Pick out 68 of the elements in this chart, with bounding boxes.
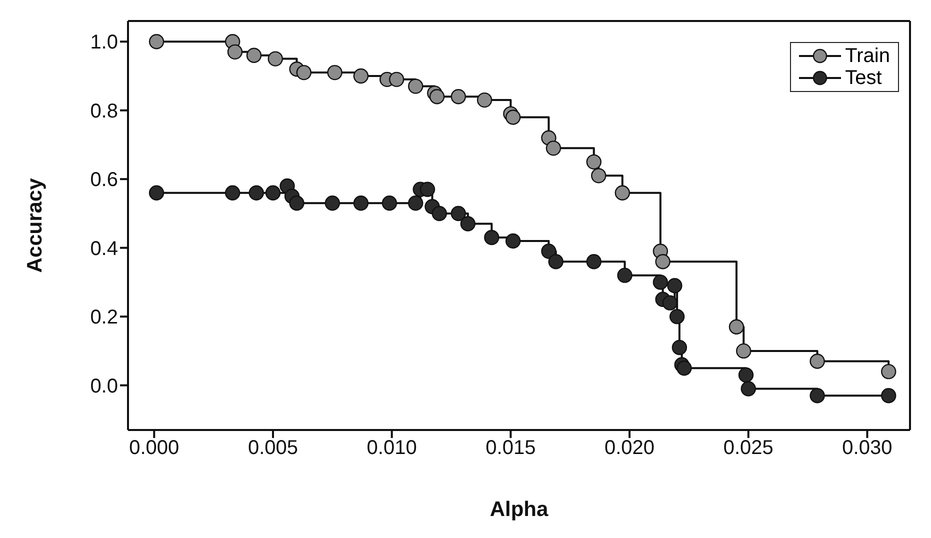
point [148, 34, 164, 50]
point [327, 64, 342, 80]
y-tick-label: 0.4 [90, 238, 118, 260]
point [740, 381, 756, 396]
point [810, 388, 825, 404]
point [728, 319, 744, 334]
point [450, 206, 466, 222]
point [505, 110, 521, 125]
y-axis-title: Accuracy [23, 178, 46, 273]
x-tick-label: 0.010 [366, 437, 417, 460]
x-tick-label: 0.005 [248, 437, 298, 460]
point [617, 268, 632, 283]
point [586, 254, 602, 270]
point [676, 360, 692, 376]
point [248, 185, 264, 200]
y-tick-label: 0.2 [90, 306, 118, 329]
point [662, 295, 678, 310]
point [148, 185, 164, 200]
point [408, 78, 424, 94]
point [652, 274, 668, 290]
point [736, 343, 752, 359]
x-tick-label: 0.000 [129, 437, 180, 460]
point [265, 185, 281, 200]
point [408, 196, 424, 211]
point [289, 196, 304, 211]
y-tick-label: 0.0 [90, 375, 118, 398]
point [353, 68, 369, 84]
point [881, 388, 896, 404]
point [296, 64, 312, 80]
y-tick-label: 1.0 [90, 32, 118, 54]
x-tick-label: 0.015 [486, 437, 536, 460]
point [591, 168, 606, 184]
point [420, 182, 436, 198]
x-tick-label: 0.030 [842, 437, 892, 460]
x-tick-label: 0.025 [723, 437, 774, 460]
point [224, 185, 240, 200]
y-tick-label: 0.8 [90, 100, 118, 122]
point [548, 254, 564, 270]
point [505, 233, 521, 249]
point [586, 154, 602, 170]
legend-label: Train [845, 45, 890, 67]
point [476, 92, 492, 108]
point [810, 354, 825, 369]
point [353, 196, 369, 211]
point [324, 196, 340, 211]
point [382, 196, 398, 211]
point [655, 254, 670, 270]
point [669, 308, 685, 324]
point [546, 140, 562, 156]
point [429, 89, 445, 104]
point [484, 230, 500, 246]
point [738, 367, 754, 383]
point [432, 206, 447, 222]
point [541, 244, 556, 259]
point [227, 44, 243, 60]
point [667, 278, 682, 294]
point [881, 364, 896, 380]
x-axis-title: Alpha [490, 498, 548, 521]
point [672, 340, 688, 356]
y-tick-label: 0.6 [90, 169, 118, 192]
point [450, 89, 466, 104]
x-tick-label: 0.020 [604, 437, 655, 460]
legend-label: Test [845, 67, 882, 89]
point [268, 51, 283, 66]
point [460, 216, 476, 232]
point [388, 72, 404, 88]
point [614, 185, 630, 200]
point [246, 48, 262, 63]
